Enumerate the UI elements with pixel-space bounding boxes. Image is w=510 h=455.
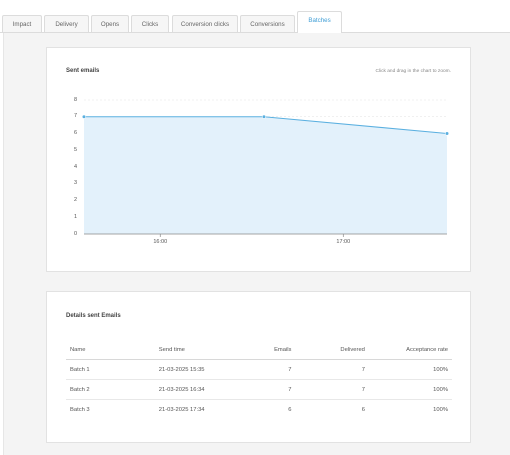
cell-emails: 6	[288, 406, 292, 413]
table-row: Batch 3 21-03-2025 17:34 6 6 100%	[66, 400, 452, 420]
cell-emails: 7	[245, 379, 296, 400]
table-row: Batch 2 21-03-2025 16:34 7 7 100%	[66, 379, 452, 400]
cell-name: Batch 1	[66, 359, 155, 380]
details-table: Name Send time Emails Delivered Acceptan…	[66, 340, 452, 419]
y-tick-label: 8	[73, 96, 77, 103]
column-header-send-time: Send time	[154, 340, 246, 360]
y-tick-label: 3	[73, 180, 77, 187]
cell-name: Batch 3	[70, 406, 90, 413]
y-tick-label: 0	[73, 230, 77, 237]
table-row: Batch 1 21-03-2025 15:35 7 7 100%	[66, 359, 452, 380]
x-tick-label: 17:00	[336, 239, 351, 245]
cell-acceptance-rate: 100%	[368, 359, 452, 380]
main-content: Sent emails Click and drag in the chart …	[3, 33, 510, 455]
cell-send-time: 21-03-2025 16:34	[154, 379, 246, 400]
y-tick-label: 6	[73, 130, 77, 136]
details-card: Details sent Emails Name Send time Email…	[46, 291, 471, 443]
data-point[interactable]	[261, 114, 267, 119]
tab-delivery[interactable]: Delivery	[44, 15, 89, 32]
column-header-emails: Emails	[245, 340, 296, 360]
y-tick-label: 5	[73, 146, 77, 153]
column-header-delivered: Delivered	[295, 340, 369, 360]
y-tick-label: 2	[73, 197, 77, 203]
tab-opens[interactable]: Opens	[91, 15, 129, 32]
sent-emails-card: Sent emails Click and drag in the chart …	[46, 47, 471, 272]
cell-delivered: 7	[295, 379, 369, 400]
tab-clicks[interactable]: Clicks	[131, 15, 169, 32]
data-point[interactable]	[81, 114, 87, 119]
data-point[interactable]	[444, 131, 450, 136]
details-title: Details sent Emails	[66, 313, 121, 319]
tab-bar: Impact Delivery Opens Clicks Conversion …	[0, 0, 510, 33]
cell-emails: 7	[245, 359, 296, 380]
y-tick-label: 7	[73, 113, 77, 120]
cell-name: Batch 2	[66, 379, 155, 400]
y-tick-label: 1	[73, 213, 77, 220]
cell-delivered: 7	[295, 359, 369, 380]
cell-send-time: 21-03-2025 15:35	[154, 359, 246, 380]
cell-delivered: 6	[361, 406, 365, 413]
chart-title: Sent emails	[66, 68, 100, 74]
column-header-name: Name	[66, 340, 155, 360]
area-fill	[84, 116, 447, 234]
column-header-acceptance-rate: Acceptance rate	[368, 340, 452, 360]
tab-batches[interactable]: Batches	[297, 11, 342, 33]
cell-send-time: 21-03-2025 17:34	[158, 406, 205, 413]
cell-acceptance-rate: 100%	[368, 379, 452, 400]
cell-acceptance-rate: 100%	[433, 406, 448, 413]
tab-conversion-clicks[interactable]: Conversion clicks	[172, 15, 238, 32]
sent-emails-chart[interactable]	[47, 48, 472, 273]
tab-conversions[interactable]: Conversions	[240, 15, 295, 32]
tab-impact[interactable]: Impact	[2, 15, 42, 32]
zoom-hint: Click and drag in the chart to zoom.	[375, 69, 451, 74]
x-tick-label: 16:00	[153, 239, 168, 245]
y-tick-label: 4	[73, 163, 77, 170]
table-header-row: Name Send time Emails Delivered Acceptan…	[66, 340, 452, 360]
